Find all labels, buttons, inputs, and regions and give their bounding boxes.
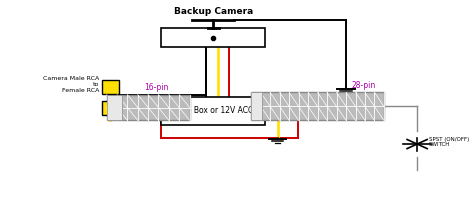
- Text: 16-pin: 16-pin: [144, 83, 169, 92]
- Text: F: F: [108, 104, 113, 112]
- Bar: [251, 92, 384, 120]
- Text: SPST (ON/OFF)
SWITCH: SPST (ON/OFF) SWITCH: [429, 137, 469, 147]
- Text: Backup Camera: Backup Camera: [173, 7, 253, 16]
- Bar: [251, 92, 262, 120]
- Text: Fuse Box or 12V ACC: Fuse Box or 12V ACC: [173, 106, 253, 115]
- Bar: [161, 28, 265, 47]
- Text: 28-pin: 28-pin: [352, 81, 376, 90]
- Bar: [107, 95, 121, 120]
- Bar: [102, 101, 118, 115]
- Bar: [102, 80, 118, 94]
- Bar: [161, 97, 265, 125]
- Bar: [107, 95, 190, 120]
- Text: Camera Male RCA
to
Female RCA: Camera Male RCA to Female RCA: [43, 76, 100, 93]
- Text: M: M: [106, 82, 114, 91]
